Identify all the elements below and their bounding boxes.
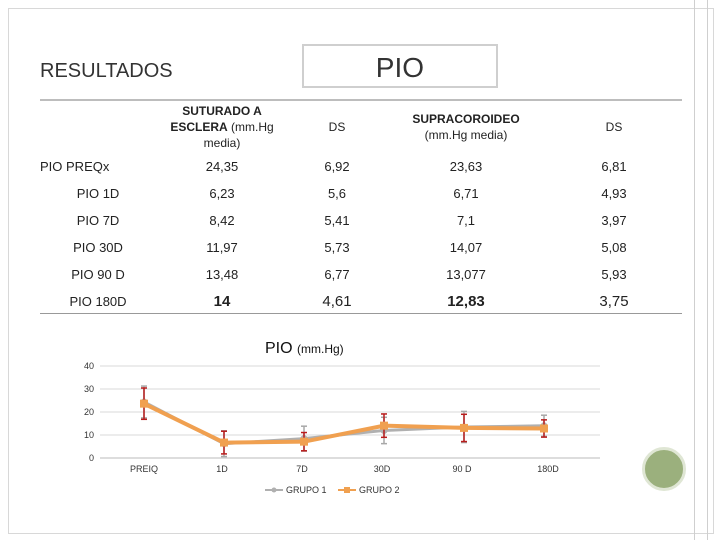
data-point <box>460 423 468 432</box>
cell-value: 24,35 <box>205 159 239 174</box>
table-header-row: SUTURADO A ESCLERA (mm.Hg media) DS SUPR… <box>40 101 682 153</box>
cell-value: 6,92 <box>324 159 350 174</box>
col-header-suprachoroidal: SUPRACOROIDEO (mm.Hg media) <box>412 112 520 142</box>
cell-value: 4,93 <box>601 186 627 201</box>
data-point <box>300 437 308 446</box>
cell-value: 6,77 <box>324 267 350 282</box>
data-point <box>220 438 228 447</box>
data-point <box>380 421 388 430</box>
table-row: PIO 7D 8,42 5,41 7,1 3,97 <box>40 207 682 234</box>
y-tick-label: 30 <box>84 384 94 394</box>
table-row: PIO 90 D 13,48 6,77 13,077 5,93 <box>40 261 682 288</box>
decorative-circle <box>642 447 686 491</box>
x-tick-label: PREIQ <box>130 464 158 474</box>
table-top-rule <box>40 99 682 101</box>
pio-line-chart: 0 10 20 30 40 PREIQ 1D 7D 30D 90 D 180D GRUPO 1 GRUP… <box>84 361 600 495</box>
legend-label: GRUPO 2 <box>359 485 400 495</box>
row-label: PIO 1D <box>76 186 120 201</box>
box-title: PIO <box>375 52 424 83</box>
y-tick-label: 0 <box>89 453 94 463</box>
cell-value: 23,63 <box>449 159 483 174</box>
row-label: PIO 7D <box>76 213 120 228</box>
cell-value: 6,71 <box>453 186 479 201</box>
cell-value: 14 <box>213 293 231 310</box>
row-label: PIO PREQx <box>40 159 110 174</box>
legend-swatch-marker <box>344 487 350 493</box>
cell-value: 5,41 <box>324 213 350 228</box>
legend-swatch-marker <box>271 487 277 493</box>
data-point <box>140 399 148 408</box>
cell-value: 13,077 <box>446 267 486 282</box>
table-bottom-rule <box>40 313 682 314</box>
cell-value: 6,23 <box>209 186 235 201</box>
col-header-ds-1: DS <box>328 120 346 134</box>
y-tick-label: 10 <box>84 430 94 440</box>
row-label: PIO 90 D <box>71 267 125 282</box>
series-line <box>143 401 545 445</box>
x-tick-label: 90 D <box>452 464 472 474</box>
row-label: PIO 30D <box>73 240 123 255</box>
cell-value: 4,61 <box>322 293 352 310</box>
cell-value: 5,93 <box>601 267 627 282</box>
x-tick-label: 7D <box>296 464 308 474</box>
results-table: SUTURADO A ESCLERA (mm.Hg media) DS SUPR… <box>40 101 682 315</box>
cell-value: 7,1 <box>456 213 476 228</box>
table-row: PIO 30D 11,97 5,73 14,07 5,08 <box>40 234 682 261</box>
col-header-ds-2: DS <box>605 120 623 134</box>
table-row: PIO PREQx 24,35 6,92 23,63 6,81 <box>40 153 682 180</box>
y-tick-label: 20 <box>84 407 94 417</box>
cell-value: 5,08 <box>601 240 627 255</box>
x-tick-label: 1D <box>216 464 228 474</box>
cell-value: 3,75 <box>599 293 629 310</box>
row-label: PIO 180D <box>69 294 127 309</box>
header-corner <box>40 101 156 153</box>
col-header-sutured: SUTURADO A ESCLERA (mm.Hg media) <box>170 104 274 150</box>
table-row: PIO 1D 6,23 5,6 6,71 4,93 <box>40 180 682 207</box>
cell-value: 8,42 <box>209 213 235 228</box>
section-title: RESULTADOS <box>40 60 173 82</box>
cell-value: 12,83 <box>447 293 485 310</box>
chart-title: PIO (mm.Hg) <box>265 340 344 357</box>
cell-value: 5,73 <box>324 240 350 255</box>
cell-value: 5,6 <box>327 186 347 201</box>
slide-border <box>8 8 714 534</box>
legend-label: GRUPO 1 <box>286 485 327 495</box>
cell-value: 11,97 <box>206 240 238 255</box>
x-tick-label: 30D <box>374 464 391 474</box>
x-tick-label: 180D <box>537 464 559 474</box>
cell-value: 6,81 <box>601 159 627 174</box>
cell-value: 3,97 <box>601 213 627 228</box>
table-row: PIO 180D 14 4,61 12,83 3,75 <box>40 288 682 315</box>
y-tick-label: 40 <box>84 361 94 371</box>
side-decoration-bar <box>694 0 708 540</box>
cell-value: 14,07 <box>449 240 483 255</box>
cell-value: 13,48 <box>205 267 239 282</box>
title-box: PIO <box>302 44 498 88</box>
data-point <box>540 424 548 433</box>
series-line <box>143 400 545 446</box>
